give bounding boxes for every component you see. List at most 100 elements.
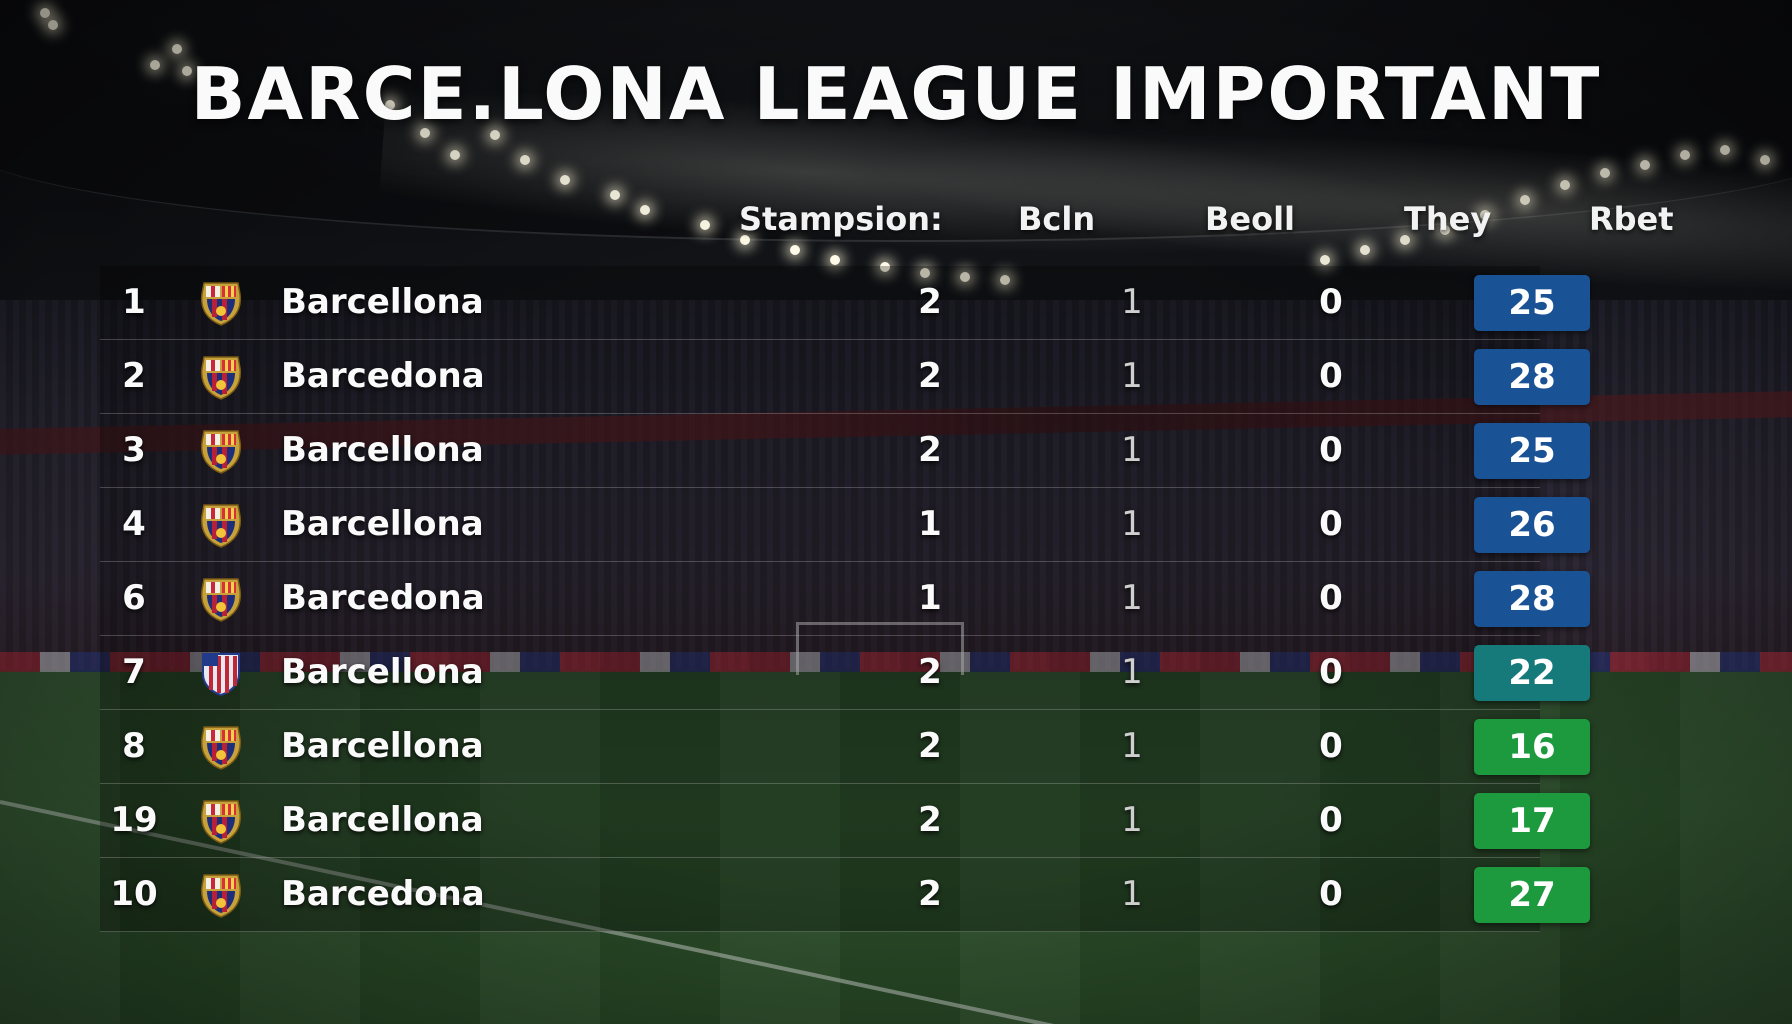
col2-value: 1 [1121,800,1143,840]
col2-value: 1 [1121,504,1143,544]
floodlight-lamp [1640,160,1650,170]
team-name: Barcellona [281,282,484,322]
rank: 2 [122,356,146,396]
floodlight-lamp [172,44,182,54]
table-row: 1 Barcellona 2 1 0 25 [100,266,1590,340]
floodlight-lamp [830,255,840,265]
col2-value: 1 [1121,874,1143,914]
floodlight-lamp [880,262,890,272]
team-name: Barcellona [281,726,484,766]
col1-value: 2 [918,652,942,692]
advertising-boards [0,652,1792,674]
col1-value: 2 [918,874,942,914]
col3-value: 0 [1319,652,1343,692]
floodlight-lamp [1440,225,1450,235]
points-badge: 25 [1474,423,1590,479]
floodlight-lamp [182,66,192,76]
points-badge: 22 [1474,645,1590,701]
col2-value: 1 [1121,430,1143,470]
team-name: Barcellona [281,430,484,470]
floodlight-lamp [420,128,430,138]
points-badge: 17 [1474,793,1590,849]
rank: 7 [122,652,146,692]
rank: 10 [110,874,158,914]
header-col4: Rbet [1589,200,1674,238]
team-name: Barcellona [281,652,484,692]
col2-value: 1 [1121,356,1143,396]
col3-value: 0 [1319,282,1343,322]
header-col2: Beoll [1205,200,1296,238]
barcelona-crest-icon [198,576,244,622]
team-name: Barcellona [281,800,484,840]
floodlight-lamp [1560,180,1570,190]
rank: 6 [122,578,146,618]
table-row: 6 Barcedona 1 1 0 28 [100,562,1590,636]
col3-value: 0 [1319,430,1343,470]
points-badge: 16 [1474,719,1590,775]
team-name: Barcedona [281,874,485,914]
floodlight-lamp [520,155,530,165]
points-badge: 28 [1474,349,1590,405]
floodlight-lamp [1680,150,1690,160]
floodlight-lamp [1400,235,1410,245]
floodlight-lamp [1760,155,1770,165]
stadium-roof [0,0,1792,242]
floodlight-lamp [48,20,58,30]
barcelona-crest-icon [198,798,244,844]
floodlight-lamp [1320,255,1330,265]
col2-value: 1 [1121,726,1143,766]
barcelona-crest-icon [198,280,244,326]
col2-value: 1 [1121,282,1143,322]
striped-shield-icon [198,650,244,697]
barcelona-crest-icon [198,502,244,548]
col3-value: 0 [1319,800,1343,840]
floodlight-lamp [560,175,570,185]
floodlight-lamp [1520,195,1530,205]
col3-value: 0 [1319,874,1343,914]
barcelona-crest-icon [198,428,244,474]
points-badge: 25 [1474,275,1590,331]
header-col1: Bcln [1018,200,1096,238]
floodlight-lamp [450,150,460,160]
table-row: 7 Barcellona 2 1 0 22 [100,636,1590,710]
floodlight-lamp [920,268,930,278]
floodlight-lamp [700,220,710,230]
col3-value: 0 [1319,504,1343,544]
col1-value: 2 [918,282,942,322]
col2-value: 1 [1121,578,1143,618]
col3-value: 0 [1319,578,1343,618]
points-badge: 28 [1474,571,1590,627]
floodlight-lamp [1600,168,1610,178]
table-row: 10 Barcedona 2 1 0 27 [100,858,1590,932]
standings-table: 1 Barcellona 2 1 0 25 2 Barcedona 2 1 0 28 3 Barcello… [100,266,1590,932]
floodlight-lamp [640,205,650,215]
barcelona-crest-icon [198,872,244,918]
team-name: Barcedona [281,356,485,396]
rank: 4 [122,504,146,544]
floodlight-lamp [610,190,620,200]
table-row: 8 Barcellona 2 1 0 16 [100,710,1590,784]
floodlight-lamp [1000,275,1010,285]
rank: 3 [122,430,146,470]
col3-value: 0 [1319,726,1343,766]
floodlight-lamp [1480,210,1490,220]
rank: 8 [122,726,146,766]
col1-value: 2 [918,430,942,470]
page-title: BARCE.LONA LEAGUE IMPORTANT [190,52,1602,136]
table-row: 3 Barcellona 2 1 0 25 [100,414,1590,488]
floodlight-lamp [740,235,750,245]
col1-value: 1 [918,578,942,618]
col1-value: 2 [918,800,942,840]
floodlight-lamp [150,60,160,70]
barcelona-crest-icon [198,354,244,400]
table-row: 19 Barcellona 2 1 0 17 [100,784,1590,858]
header-col3: They [1404,200,1492,238]
team-name: Barcellona [281,504,484,544]
col1-value: 2 [918,726,942,766]
points-badge: 27 [1474,867,1590,923]
header-team: Stampsion: [739,200,943,238]
floodlight-lamp [960,272,970,282]
col3-value: 0 [1319,356,1343,396]
col1-value: 2 [918,356,942,396]
table-row: 2 Barcedona 2 1 0 28 [100,340,1590,414]
